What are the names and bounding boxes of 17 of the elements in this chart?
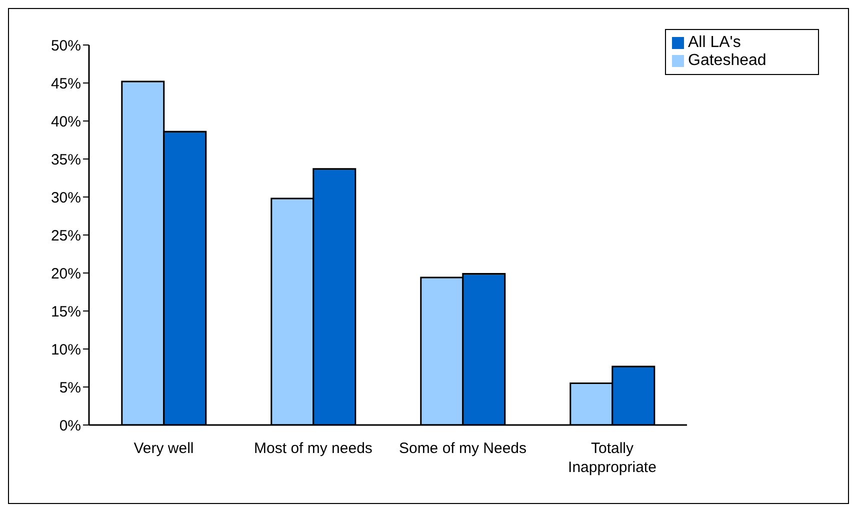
x-tick-label: Totally Inappropriate <box>568 440 656 476</box>
y-tick-label: 15% <box>50 303 81 320</box>
legend-label: Gateshead <box>688 52 766 69</box>
y-tick-label: 10% <box>50 341 81 358</box>
x-tick-label: Very well <box>134 440 194 457</box>
y-tick-label: 25% <box>50 227 81 244</box>
y-tick-label: 5% <box>59 379 81 396</box>
y-tick-label: 30% <box>50 189 81 206</box>
y-tick-label: 20% <box>50 265 81 282</box>
y-tick-label: 35% <box>50 151 81 168</box>
y-tick-label: 0% <box>59 417 81 434</box>
y-tick-label: 50% <box>50 37 81 54</box>
y-tick-label: 40% <box>50 113 81 130</box>
x-tick-label: Most of my needs <box>254 440 372 457</box>
legend-label: All LA's <box>688 34 741 51</box>
x-tick-label: Some of my Needs <box>398 440 527 457</box>
y-tick-label: 45% <box>50 75 81 92</box>
